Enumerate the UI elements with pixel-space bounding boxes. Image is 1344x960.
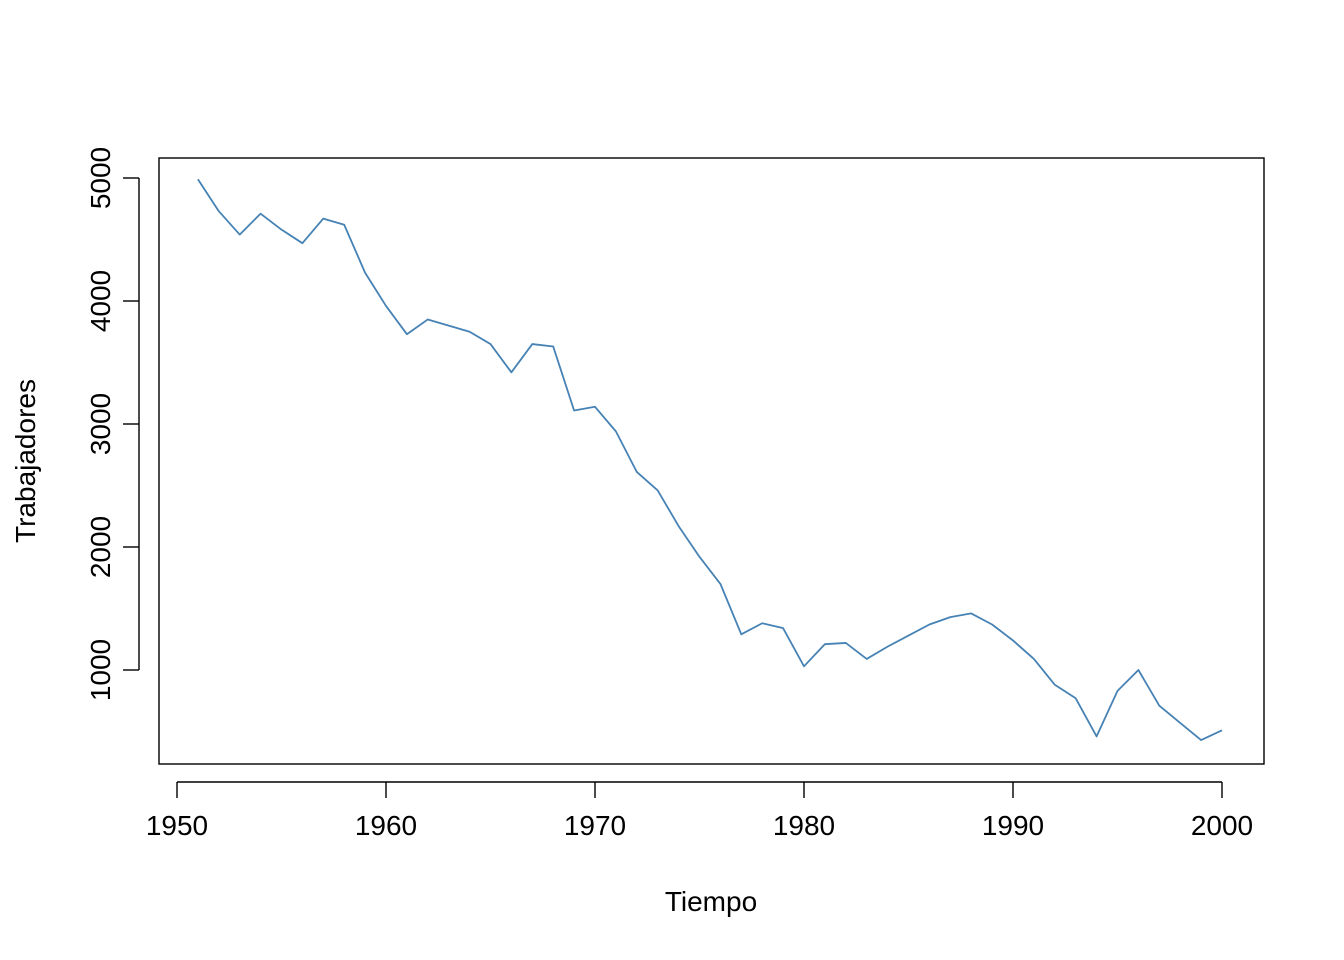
- y-axis-title: Trabajadores: [10, 379, 41, 543]
- y-tick-label-2000: 2000: [85, 516, 116, 578]
- x-tick-label-1950: 1950: [146, 810, 208, 841]
- x-axis-title: Tiempo: [665, 886, 757, 917]
- x-tick-label-2000: 2000: [1191, 810, 1253, 841]
- x-tick-label-1970: 1970: [564, 810, 626, 841]
- series-layer: [197, 178, 1223, 742]
- y-tick-label-4000: 4000: [85, 270, 116, 332]
- series-line-1: [197, 178, 1223, 742]
- y-tick-label-5000: 5000: [85, 147, 116, 209]
- x-tick-label-1960: 1960: [355, 810, 417, 841]
- x-tick-label-1990: 1990: [982, 810, 1044, 841]
- plot-frame: [158, 157, 1265, 765]
- x-tick-label-1980: 1980: [773, 810, 835, 841]
- x-axis-ticks: 1950 1960 1970 1980 1990 2000: [146, 782, 1253, 841]
- y-tick-label-1000: 1000: [85, 639, 116, 701]
- y-axis-ticks: 1000 2000 3000 4000 5000: [85, 147, 139, 701]
- y-tick-label-3000: 3000: [85, 393, 116, 455]
